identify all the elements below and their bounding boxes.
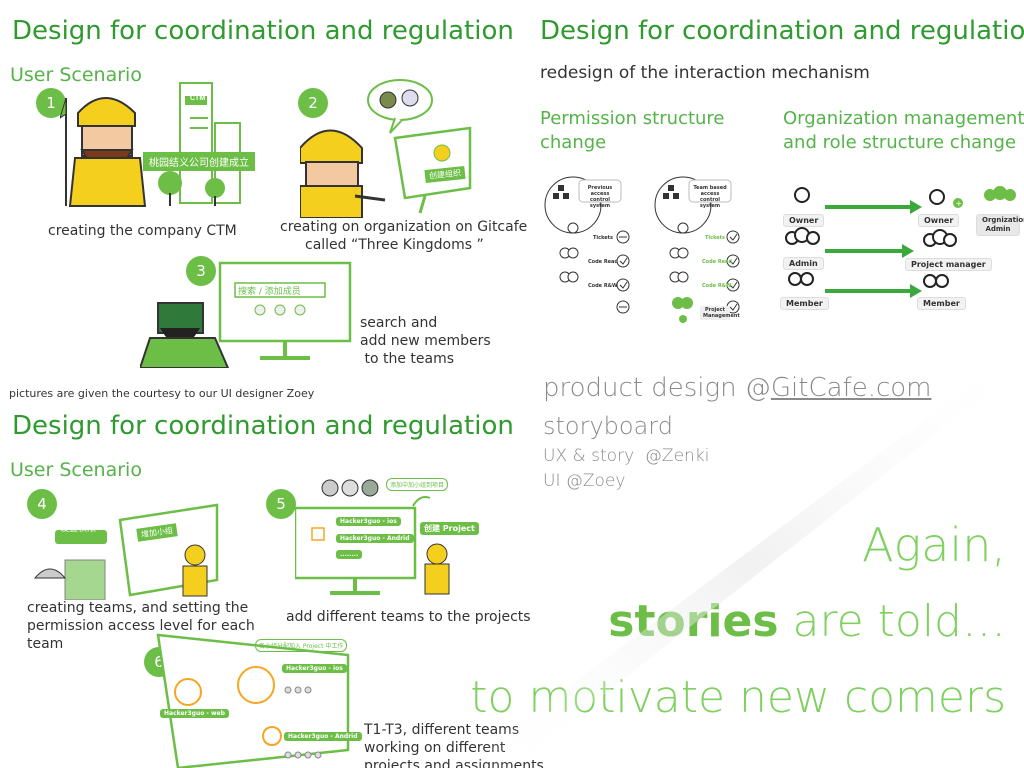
team6-web-pill: Hacker3guo - web: [160, 709, 229, 718]
old-row-code-rw: Code R&W: [588, 283, 618, 289]
role-owner-new: Owner: [918, 214, 960, 227]
are-told-text: are told…: [778, 596, 1006, 647]
ux-credit: UX & story @Zenki: [543, 446, 710, 466]
step-2-caption-line2: called “Three Kingdoms ”: [305, 237, 484, 253]
product-design-text: product design @: [543, 373, 771, 403]
org-heading-line2: and role structure change: [783, 132, 1017, 153]
guanyu-ctm-illustration: [60, 82, 241, 207]
role-org-admin: Orgnization Admin: [976, 214, 1024, 236]
step-1-caption: creating the company CTM: [48, 223, 237, 239]
step-2-caption-line1: creating on organization on Gitcafe: [280, 219, 528, 235]
step-3-caption-line3: to the teams: [360, 351, 454, 367]
search-member-input: 搜索 / 添加成员: [238, 287, 301, 297]
gitcafe-link[interactable]: GitCafe.com: [770, 373, 932, 403]
ui-credit: UI @Zoey: [543, 471, 626, 491]
slide1-section: User Scenario: [10, 64, 142, 86]
slide3-section: User Scenario: [10, 459, 142, 481]
storyboard-label: storyboard: [543, 412, 673, 440]
step-5-caption: add different teams to the projects: [286, 609, 531, 625]
slide2-title: Design for coordination and regulation: [540, 16, 1024, 46]
step-6-caption-line3: projects and assignments: [364, 758, 544, 768]
team-android-pill: Hacker3guo - Andrid: [336, 534, 414, 543]
step-4-caption-line3: team: [27, 636, 64, 652]
slide1-title: Design for coordination and regulation: [12, 16, 514, 46]
liubei-computer-illustration: [300, 79, 472, 218]
team6-android-pill: Hacker3guo - Andrid: [284, 732, 362, 741]
role-admin-old: Admin: [783, 257, 824, 270]
diagonal-fold-decoration: [460, 345, 1024, 768]
step-3-caption-line2: add new members: [360, 333, 491, 349]
step-4-caption-line1: creating teams, and setting the: [27, 600, 249, 616]
new-system-label: Team based access control system: [693, 185, 727, 209]
slide3-title: Design for coordination and regulation: [12, 411, 514, 441]
step-6-caption-line1: T1-T3, different teams: [364, 722, 520, 738]
new-permission-diagram: [654, 176, 740, 323]
step-5-badge: 5: [266, 489, 296, 519]
zhangfei-search-illustration: [140, 261, 352, 368]
new-row-code-read: Code Read: [702, 259, 733, 265]
step-6-caption-line2: working on different: [364, 740, 506, 756]
create-project-button: 创建 Project: [420, 522, 479, 535]
team6-ios-pill: Hacker3guo - ios: [282, 664, 347, 673]
step-4-caption-line2: permission access level for each: [27, 618, 255, 634]
assign-project-banner: 各小组分配加入 Project 中工作: [255, 639, 348, 652]
permission-heading-line1: Permission structure: [540, 108, 725, 129]
new-row-code-rw: Code R&W: [702, 283, 732, 289]
add-teams-banner: 添加中加小组到项目: [386, 478, 449, 491]
permission-heading-line2: change: [540, 132, 607, 153]
step-4-badge: 4: [27, 489, 57, 519]
svg-text:+: +: [956, 199, 963, 208]
slide2-subtitle: redesign of the interaction mechanism: [540, 63, 870, 83]
credit-text: pictures are given the courtesy to our U…: [9, 387, 315, 400]
step-2-badge: 2: [298, 88, 328, 118]
step-3-badge: 3: [186, 256, 216, 286]
role-member-old: Member: [780, 297, 829, 310]
role-structure-diagram: +: [785, 186, 1016, 298]
again-text: Again,: [862, 518, 1006, 572]
new-row-project-management: Project Management: [700, 306, 740, 320]
org-heading-line1: Organization management: [783, 108, 1024, 129]
step-3-caption-line1: search and: [360, 315, 438, 331]
company-banner: 桃园结义公司创建成立: [143, 152, 255, 171]
product-design-line: product design @GitCafe.com: [543, 373, 932, 403]
old-row-tickets: Tickets: [593, 235, 614, 241]
team-more-pill: ........: [336, 550, 363, 559]
role-member-new: Member: [917, 297, 966, 310]
new-row-tickets: Tickets: [705, 235, 726, 241]
ctm-sign: CTM: [190, 95, 206, 102]
role-project-manager: Project manager: [905, 258, 992, 271]
old-permission-diagram: [544, 176, 630, 314]
team-ios-pill: Hacker3guo - ios: [336, 517, 401, 526]
set-permission-bubble: 设置权限: [60, 524, 97, 534]
oath-teams-illustration: [33, 503, 219, 600]
old-row-code-read: Code Read: [588, 259, 619, 265]
old-system-label: Previous access control system: [587, 185, 613, 209]
role-owner-old: Owner: [783, 214, 825, 227]
